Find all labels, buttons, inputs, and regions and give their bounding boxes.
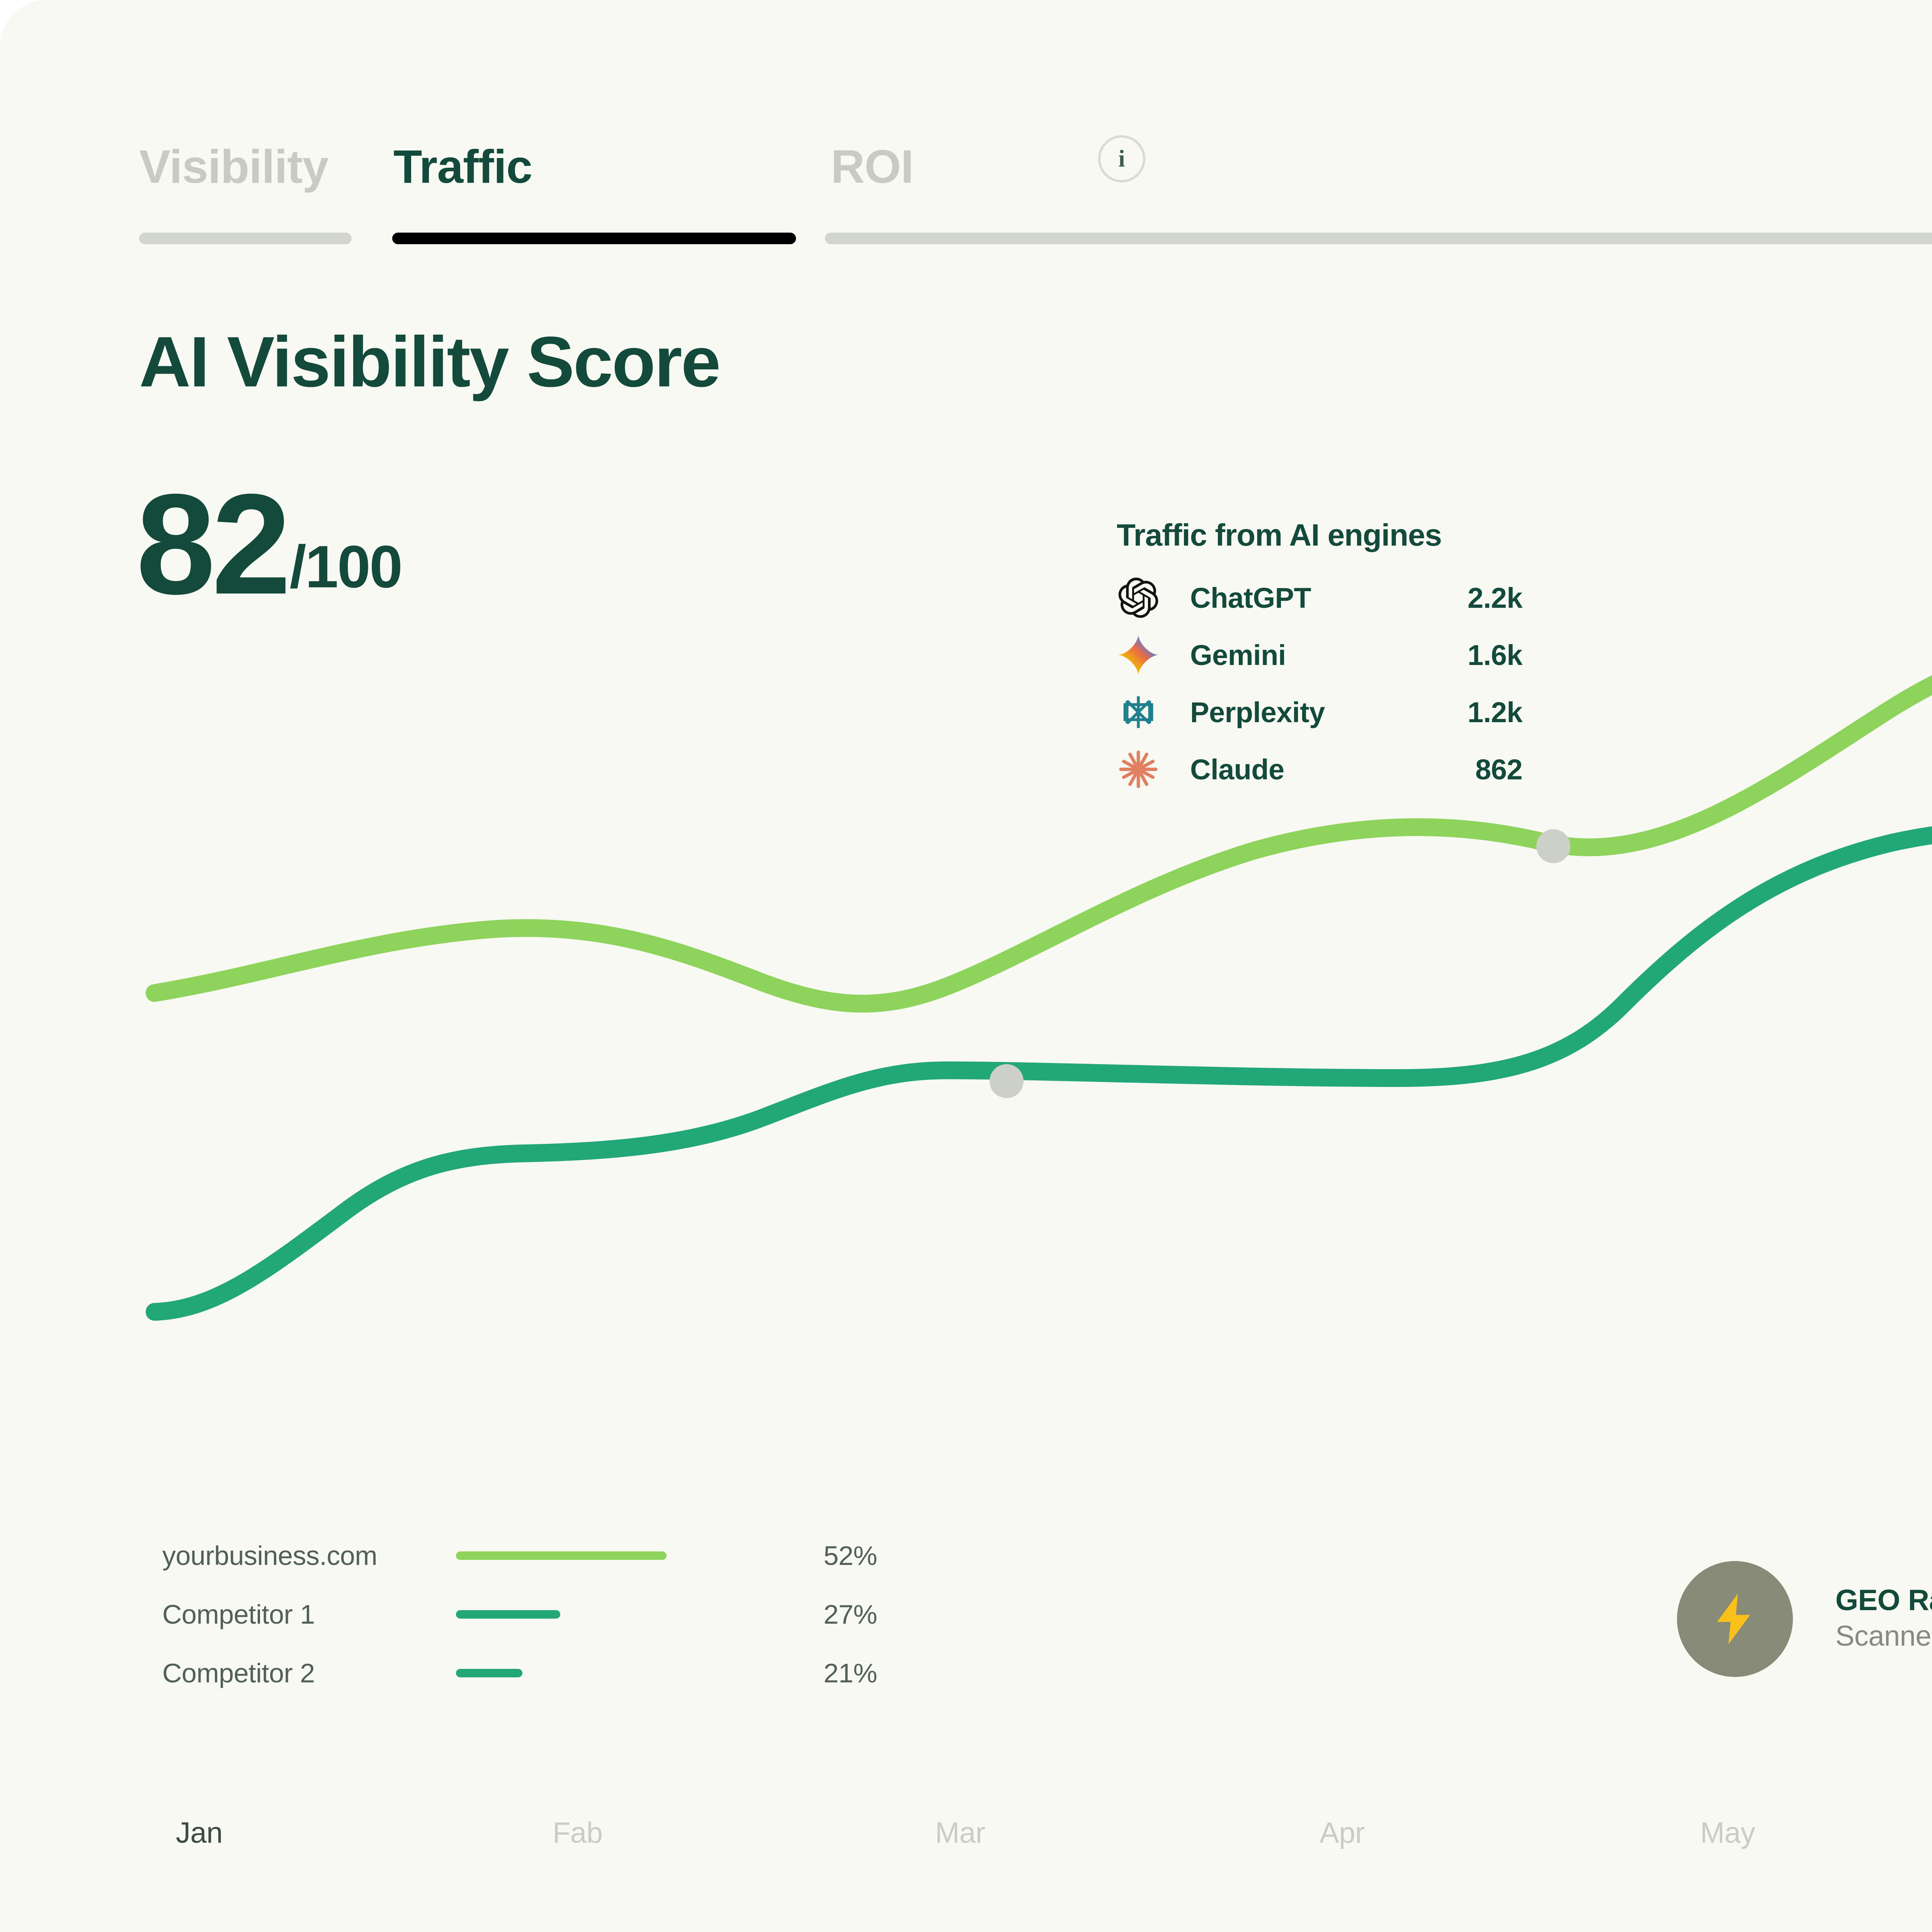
engines-panel: Traffic from AI engines ChatGPT 2.2k xyxy=(1117,520,1580,798)
month-label-apr: Apr xyxy=(1320,1816,1365,1849)
engine-row: Claude 862 xyxy=(1117,741,1580,798)
series-line-competitor1 xyxy=(146,826,1932,1321)
engine-value: 1.2k xyxy=(1467,696,1523,728)
info-icon[interactable]: i xyxy=(1098,135,1145,182)
legend-row: yourbusiness.com 52% xyxy=(162,1526,878,1585)
legend-swatch xyxy=(456,1551,667,1560)
legend-percent: 27% xyxy=(823,1599,877,1629)
engine-value: 1.6k xyxy=(1467,639,1523,671)
legend-row: Competitor 2 21% xyxy=(162,1644,878,1702)
legend-label: Competitor 2 xyxy=(162,1658,315,1688)
badge-circle xyxy=(1677,1561,1793,1677)
info-icon-glyph: i xyxy=(1118,146,1125,172)
badge-subtitle: Scanned 2 days ago xyxy=(1835,1619,1932,1652)
badge-title: GEO Rank Engine xyxy=(1835,1584,1932,1617)
legend-swatch xyxy=(456,1610,560,1619)
engine-name: Perplexity xyxy=(1190,696,1325,728)
legend-label: Competitor 1 xyxy=(162,1599,315,1629)
engine-name: Gemini xyxy=(1190,639,1286,671)
legend-swatch xyxy=(456,1669,522,1677)
tab-roi[interactable]: ROI xyxy=(831,140,914,193)
legend-row: Competitor 1 27% xyxy=(162,1585,878,1644)
score-display: 82 /100 xyxy=(136,464,403,624)
tab-underline-visibility xyxy=(139,233,352,244)
series-legend: yourbusiness.com 52% Competitor 1 27% Co… xyxy=(162,1526,878,1702)
score-suffix: /100 xyxy=(289,533,403,600)
legend-percent: 52% xyxy=(823,1541,877,1571)
month-label-jan: Jan xyxy=(176,1816,223,1849)
engine-value: 2.2k xyxy=(1467,582,1523,614)
engine-row: Perplexity 1.2k xyxy=(1117,684,1580,741)
tab-traffic[interactable]: Traffic xyxy=(393,140,532,193)
perplexity-icon xyxy=(1117,690,1160,734)
month-label-mar: Mar xyxy=(935,1816,985,1849)
engine-row: ChatGPT 2.2k xyxy=(1117,569,1580,626)
claude-icon xyxy=(1117,748,1160,791)
score-value: 82 xyxy=(136,464,291,624)
gemini-icon xyxy=(1117,633,1160,677)
chatgpt-icon xyxy=(1117,576,1160,619)
engine-name: Claude xyxy=(1190,753,1284,786)
tab-underline-roi xyxy=(825,233,1932,244)
month-label-may: May xyxy=(1700,1816,1755,1849)
x-axis-month-labels: Jan Fab Mar Apr May Jun xyxy=(0,1816,1932,1870)
series-line-yourbusiness xyxy=(146,675,1932,1013)
tab-visibility[interactable]: Visibility xyxy=(139,140,328,193)
tab-underline-traffic xyxy=(392,233,796,244)
engine-name: ChatGPT xyxy=(1190,582,1311,614)
badge-text: GEO Rank Engine Scanned 2 days ago xyxy=(1835,1583,1932,1655)
lightning-bolt-icon xyxy=(1717,1594,1750,1645)
tab-bar: Visibility Traffic ROI xyxy=(139,143,1932,259)
engine-row: Gemini 1.6k xyxy=(1117,626,1580,684)
legend-percent: 21% xyxy=(823,1658,877,1688)
chart-marker-secondary[interactable] xyxy=(990,1064,1024,1098)
page-title: AI Visibility Score xyxy=(139,322,721,402)
legend-label: yourbusiness.com xyxy=(162,1541,378,1571)
month-label-fab: Fab xyxy=(553,1816,603,1849)
geo-rank-engine-badge[interactable]: GEO Rank Engine Scanned 2 days ago xyxy=(1677,1561,1932,1677)
engine-value: 862 xyxy=(1475,753,1522,786)
engines-panel-title: Traffic from AI engines xyxy=(1117,518,1442,552)
chart-marker-primary[interactable] xyxy=(1536,829,1570,863)
